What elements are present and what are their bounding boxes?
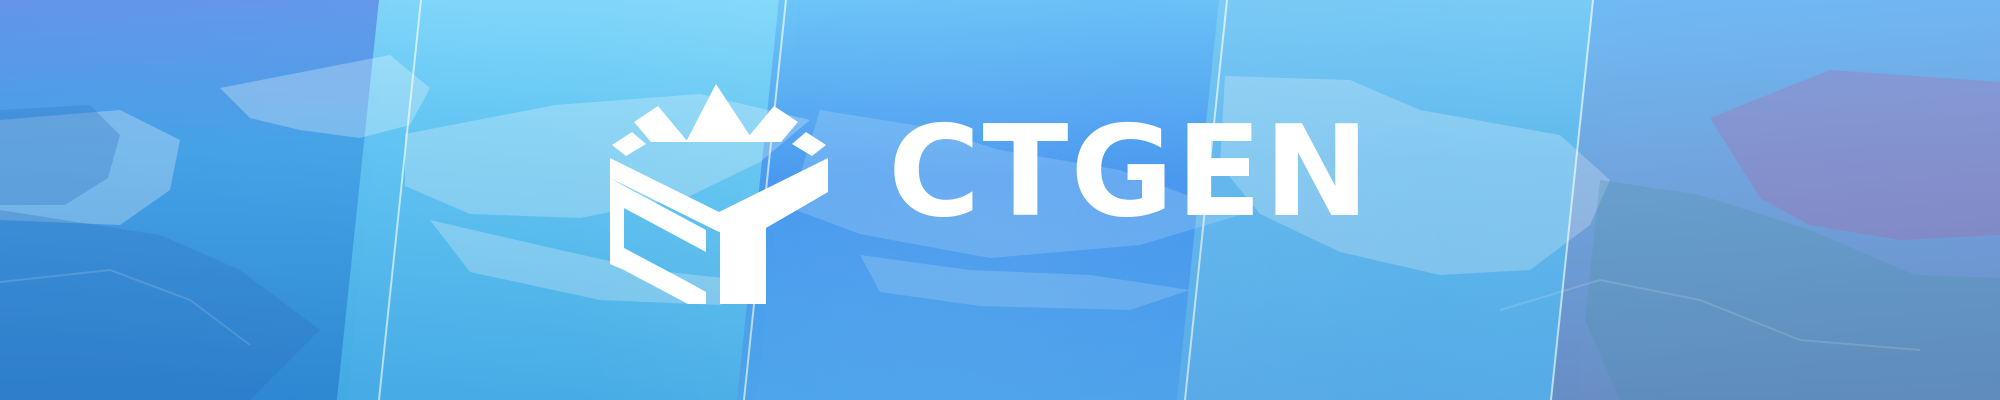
landscape-panel-right — [1550, 0, 2000, 400]
brand-name: CTGEN — [888, 98, 1372, 245]
landscape-panel-left — [0, 0, 390, 400]
ctgen-logo-icon — [610, 84, 828, 304]
brand-logo: CTGEN — [596, 76, 1369, 306]
